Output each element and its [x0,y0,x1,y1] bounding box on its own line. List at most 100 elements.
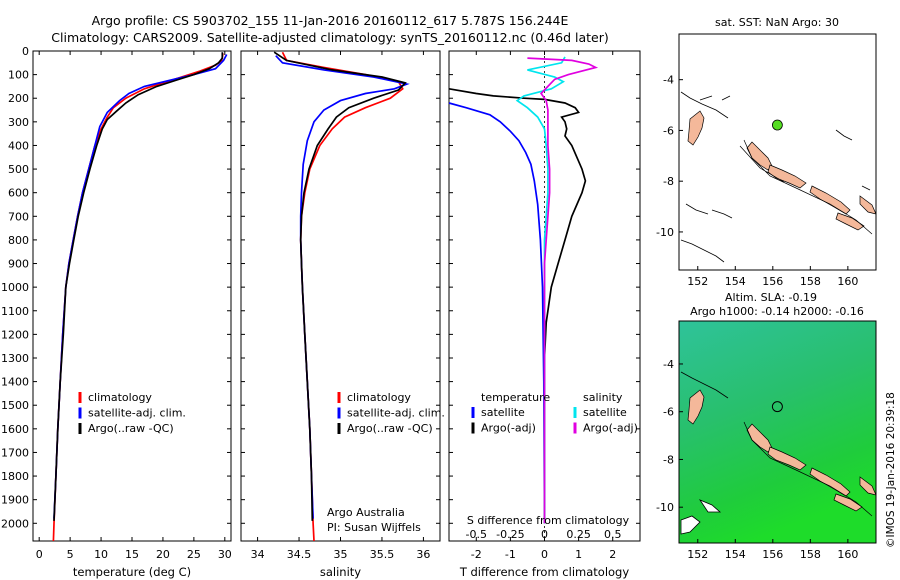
longitude-tick-label: 152 [687,275,708,288]
contour-sw [680,203,733,263]
salinity-xtick-label: 35 [334,548,348,561]
legend-header-salinity: salinity [583,391,623,404]
depth-tick-label: 800 [8,234,29,247]
depth-tick-label: 1700 [1,446,29,459]
longitude-tick-label: 156 [762,548,783,561]
salinity-frame [240,50,441,542]
sst-map-ticks: 152 154 156 158 160 -4 -6 -8 -10 [656,74,858,288]
legend-entry: satellite-adj. clim. [88,407,186,420]
temperature-xtick-label: 30 [218,548,232,561]
depth-tick-label: 500 [8,163,29,176]
legend-entry: climatology [347,391,411,404]
temperature-xtick-label: 0 [36,548,43,561]
sst-map-title: sat. SST: NaN Argo: 30 [715,16,839,29]
sla-bathymetry-contour [743,421,873,517]
sla-contour-nw [680,371,729,399]
sla-land-sw [680,499,722,535]
difference-series-salinity-satellite [515,56,566,524]
salinity-series-argo-raw-qc- [273,51,407,521]
pi-note: PI: Susan Wijffels [327,521,421,534]
legend-entry: Argo(-adj) [583,422,638,435]
legend-header-temperature: temperature [481,391,550,404]
s-difference-tick-label: 0.5 [604,528,622,541]
depth-tick-label: 700 [8,210,29,223]
temperature-xlabel: temperature (deg C) [73,565,191,579]
longitude-tick-label: 154 [725,548,746,561]
latitude-tick-label: -4 [663,74,674,87]
salinity-xtick-label: 36 [416,548,430,561]
latitude-tick-label: -8 [663,175,674,188]
legend-entry: Argo(-adj) [481,422,536,435]
depth-tick-label: 1800 [1,470,29,483]
salinity-xtick-label: 34.5 [287,548,312,561]
temperature-xtick-label: 5 [67,548,74,561]
temperature-xtick-label: 15 [125,548,139,561]
island-far-east [859,195,876,215]
depth-tick-label: 200 [8,92,29,105]
float-position-marker [771,119,783,131]
sst-map-frame [678,33,877,271]
depth-tick-label: 0 [22,45,29,58]
depth-tick-label: 600 [8,187,29,200]
legend-entry: climatology [88,391,152,404]
latitude-tick-label: -6 [663,124,674,137]
depth-tick-label: 1200 [1,328,29,341]
legend-entry: satellite [583,406,627,419]
s-difference-axis-label: S difference from climatology [467,514,630,527]
sla-island-guadalcanal [833,493,863,512]
longitude-tick-label: 152 [687,548,708,561]
longitude-tick-label: 160 [837,275,858,288]
sla-map-ticks: 152 154 156 158 160 -4 -6 -8 -10 [656,358,858,561]
longitude-tick-label: 160 [837,548,858,561]
salinity-xtick-label: 34 [251,548,265,561]
legend-entry: satellite-adj. clim. [347,407,445,420]
s-difference-tick-label: -0.5 [466,528,487,541]
longitude-tick-label: 158 [800,275,821,288]
difference-xtick-label: -2 [471,548,482,561]
difference-xtick-label: -1 [505,548,516,561]
sla-map-title-line2: Argo h1000: -0.14 h2000: -0.16 [690,305,864,318]
depth-tick-label: 1900 [1,494,29,507]
longitude-tick-label: 158 [800,548,821,561]
temperature-xtick-label: 10 [94,548,108,561]
s-difference-tick-label: -0.25 [496,528,524,541]
figure-title-line2: Climatology: CARS2009. Satellite-adjuste… [51,30,609,45]
contour-ne [835,129,871,191]
temperature-series-argo-raw-qc- [53,52,224,521]
latitude-tick-label: -4 [663,358,674,371]
temperature-frame [32,50,232,542]
bathymetry-contour [739,139,873,235]
sla-map-title-line1: Altim. SLA: -0.19 [725,291,817,304]
depth-tick-label: 900 [8,258,29,271]
salinity-panel: 34 34.5 35 35.5 36 salinity climatology satelli… [240,50,445,579]
sla-island-chain-central [767,446,807,471]
difference-series-temperature-satellite [448,102,546,524]
sla-island-far-east [859,476,876,496]
temperature-xtick-label: 20 [156,548,170,561]
longitude-tick-label: 154 [725,275,746,288]
sla-island-left [687,389,705,425]
depth-tick-label: 1300 [1,352,29,365]
longitude-tick-label: 156 [762,275,783,288]
depth-tick-label: 1100 [1,305,29,318]
temperature-panel: 0100200300400500600700800900100011001200… [1,45,232,579]
float-position-marker-sla [771,401,783,413]
legend-entry: satellite [481,406,525,419]
depth-tick-label: 1500 [1,399,29,412]
figure-title-line1: Argo profile: CS 5903702_155 11-Jan-2016… [91,13,569,28]
difference-xtick-label: 0 [541,548,548,561]
depth-tick-label: 400 [8,139,29,152]
s-difference-tick-label: 0.25 [566,528,591,541]
island-guadalcanal [835,212,865,231]
depth-tick-label: 100 [8,69,29,82]
depth-tick-label: 2000 [1,517,29,530]
s-difference-tick-label: 0 [541,528,548,541]
sst-map-panel: sat. SST: NaN Argo: 30 152 154 156 158 160 -4… [656,16,877,288]
argo-australia-note: Argo Australia [327,506,405,519]
depth-tick-label: 1400 [1,376,29,389]
legend-entry: Argo(..raw -QC) [347,422,433,435]
depth-tick-label: 1600 [1,423,29,436]
depth-tick-label: 1000 [1,281,29,294]
difference-series-salinity-argo-adj- [527,57,599,524]
